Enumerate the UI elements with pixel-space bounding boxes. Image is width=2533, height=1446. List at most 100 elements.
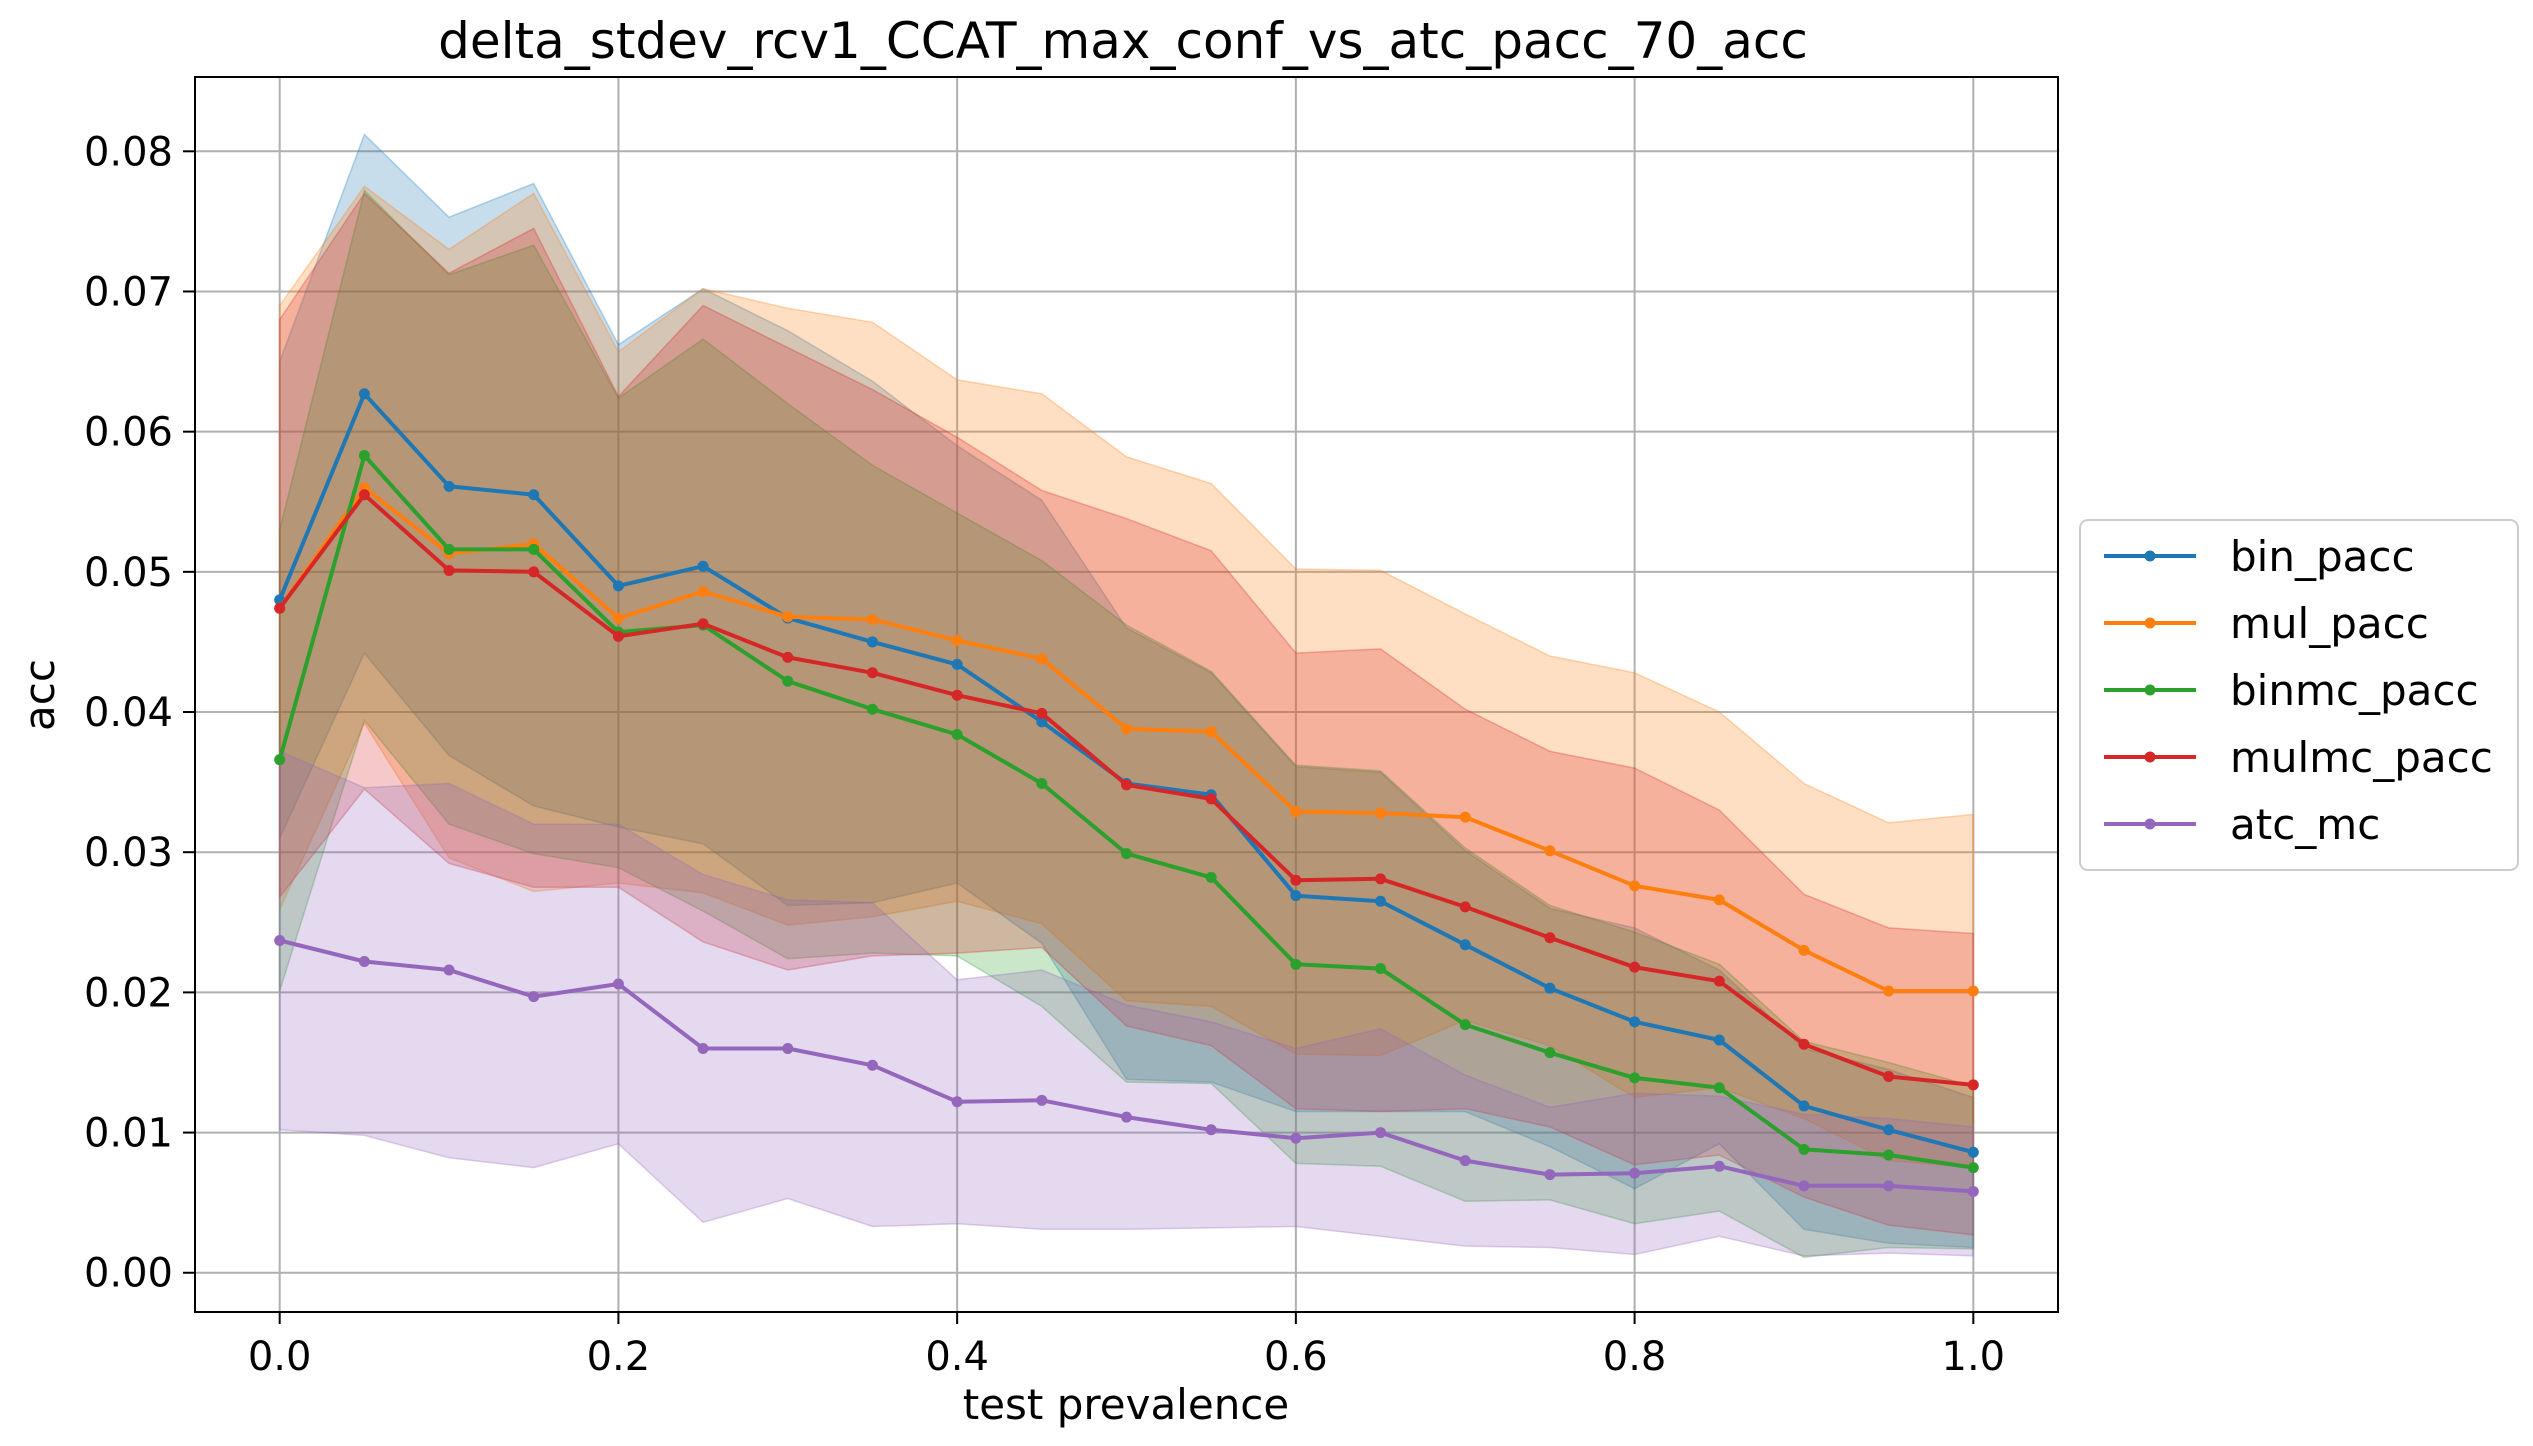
point-atc_mc <box>1798 1180 1810 1192</box>
point-atc_mc <box>274 935 286 947</box>
point-bin_pacc <box>1290 890 1302 902</box>
point-binmc_pacc <box>1967 1162 1979 1174</box>
point-mul_pacc <box>1713 894 1725 906</box>
point-mul_pacc <box>1205 726 1217 738</box>
point-mul_pacc <box>1121 723 1132 735</box>
plot-frame <box>194 76 2059 1313</box>
point-binmc_pacc <box>1205 871 1217 883</box>
point-atc_mc <box>866 1059 878 1071</box>
point-mulmc_pacc <box>1713 975 1725 987</box>
point-atc_mc <box>1375 1127 1387 1139</box>
point-binmc_pacc <box>866 703 878 715</box>
point-mul_pacc <box>1967 985 1979 997</box>
point-binmc_pacc <box>1459 1019 1471 1031</box>
point-mulmc_pacc <box>1036 707 1048 719</box>
point-mulmc_pacc <box>1121 779 1132 791</box>
point-mulmc_pacc <box>1883 1070 1895 1082</box>
band-bin_pacc <box>278 133 1975 1249</box>
y-tick-label: 0.06 <box>84 410 173 456</box>
band-mulmc_pacc <box>278 192 1975 1236</box>
point-bin_pacc <box>358 388 370 400</box>
point-mulmc_pacc <box>1629 961 1641 973</box>
legend: bin_pacc mul_pacc binmc_pacc mulmc_pacc atc_… <box>2079 519 2519 871</box>
x-tick-label: 0.8 <box>1603 1334 1667 1380</box>
point-mulmc_pacc <box>612 630 624 642</box>
point-bin_pacc <box>1967 1146 1979 1158</box>
y-tick-label: 0.02 <box>84 970 173 1016</box>
point-mulmc_pacc <box>782 651 794 663</box>
point-binmc_pacc <box>1121 848 1132 860</box>
legend-label-atc_mc: atc_mc <box>2230 800 2380 849</box>
point-mulmc_pacc <box>951 689 963 701</box>
y-axis-ticks: 0.00 0.01 0.02 0.03 0.04 0.05 0.06 0.07 0.08 <box>84 129 195 1297</box>
point-atc_mc <box>1629 1167 1641 1179</box>
point-mul_pacc <box>612 612 624 624</box>
point-atc_mc <box>358 956 370 968</box>
point-mul_pacc <box>1290 806 1302 818</box>
point-mul_pacc <box>1544 845 1556 857</box>
point-mul_pacc <box>1798 944 1810 956</box>
point-mulmc_pacc <box>1967 1079 1979 1091</box>
point-binmc_pacc <box>528 543 540 555</box>
legend-label-mul_pacc: mul_pacc <box>2230 599 2429 648</box>
x-tick-label: 0.0 <box>248 1334 312 1380</box>
point-mulmc_pacc <box>1544 932 1556 944</box>
point-bin_pacc <box>1544 982 1556 994</box>
point-binmc_pacc <box>274 754 286 766</box>
point-binmc_pacc <box>782 675 794 687</box>
point-bin_pacc <box>443 480 455 492</box>
point-mul_pacc <box>1375 807 1387 819</box>
y-tick-label: 0.03 <box>84 830 173 876</box>
point-mulmc_pacc <box>866 667 878 679</box>
point-bin_pacc <box>1798 1100 1810 1112</box>
point-mulmc_pacc <box>274 602 286 614</box>
point-bin_pacc <box>697 560 709 572</box>
point-atc_mc <box>1967 1185 1979 1197</box>
legend-marker-bin_pacc <box>2144 550 2156 562</box>
point-atc_mc <box>1544 1169 1556 1181</box>
x-tick-label: 0.4 <box>925 1334 989 1380</box>
legend-marker-mul_pacc <box>2144 617 2156 629</box>
point-mul_pacc <box>1629 880 1641 892</box>
legend-frame <box>2079 519 2519 871</box>
x-axis-ticks: 0.0 0.2 0.4 0.6 0.8 1.0 <box>248 1312 2005 1380</box>
point-mul_pacc <box>1036 653 1048 665</box>
point-binmc_pacc <box>443 543 455 555</box>
chart-title: delta_stdev_rcv1_CCAT_max_conf_vs_atc_pa… <box>438 12 1808 70</box>
point-mulmc_pacc <box>358 489 370 501</box>
point-mulmc_pacc <box>1290 874 1302 886</box>
point-mul_pacc <box>951 635 963 647</box>
point-atc_mc <box>1036 1094 1048 1106</box>
point-bin_pacc <box>1375 895 1387 907</box>
point-atc_mc <box>1121 1111 1132 1123</box>
point-atc_mc <box>1713 1160 1725 1172</box>
x-tick-label: 0.2 <box>587 1334 651 1380</box>
legend-marker-mulmc_pacc <box>2144 751 2156 763</box>
band-atc_mc <box>278 750 1975 1257</box>
point-mulmc_pacc <box>1205 793 1217 805</box>
point-mul_pacc <box>697 585 709 597</box>
y-axis-label: acc <box>15 659 64 731</box>
y-tick-label: 0.04 <box>84 690 173 736</box>
x-tick-label: 1.0 <box>1942 1334 2006 1380</box>
y-tick-label: 0.00 <box>84 1251 173 1297</box>
point-binmc_pacc <box>1036 778 1048 790</box>
legend-label-binmc_pacc: binmc_pacc <box>2230 666 2479 715</box>
point-mul_pacc <box>866 614 878 626</box>
point-mulmc_pacc <box>528 566 540 578</box>
point-atc_mc <box>1290 1132 1302 1144</box>
point-atc_mc <box>612 978 624 990</box>
point-binmc_pacc <box>1544 1047 1556 1059</box>
y-tick-label: 0.08 <box>84 129 173 175</box>
x-axis-label: test prevalence <box>963 1380 1290 1429</box>
point-bin_pacc <box>528 489 540 501</box>
point-mulmc_pacc <box>1798 1038 1810 1050</box>
point-binmc_pacc <box>1629 1072 1641 1084</box>
point-bin_pacc <box>612 580 624 592</box>
point-bin_pacc <box>1036 716 1048 728</box>
point-bin_pacc <box>1883 1124 1895 1136</box>
legend-marker-binmc_pacc <box>2144 684 2156 696</box>
point-atc_mc <box>1459 1155 1471 1167</box>
point-binmc_pacc <box>951 728 963 740</box>
